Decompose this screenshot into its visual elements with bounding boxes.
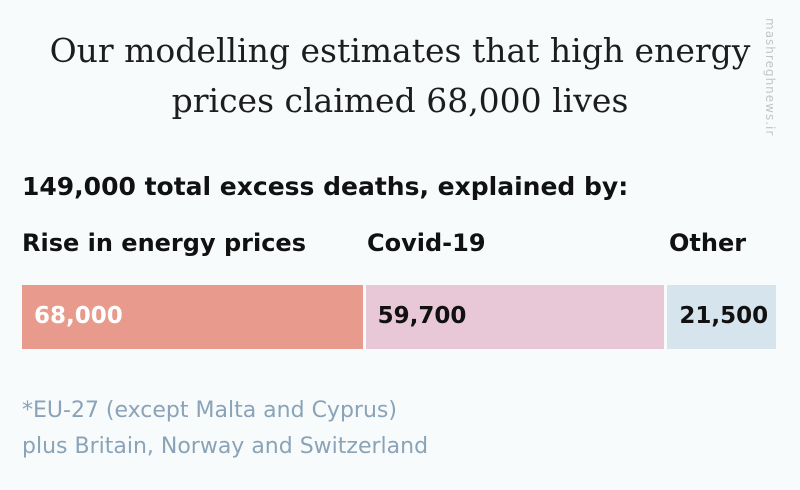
footnote-line-1: *EU-27 (except Malta and Cyprus)	[22, 398, 397, 423]
bar-segment-1: 59,700	[365, 285, 665, 349]
bar-segment-2: 21,500	[667, 285, 776, 349]
chart-title: Our modelling estimates that high energy…	[49, 31, 751, 120]
footnote: *EU-27 (except Malta and Cyprus) plus Br…	[22, 393, 428, 465]
bar-segment-0: 68,000	[22, 285, 363, 349]
footnote-line-2: plus Britain, Norway and Switzerland	[22, 434, 429, 459]
data-label-0: 68,000	[34, 303, 123, 329]
chart-subtitle: 149,000 total excess deaths, explained b…	[22, 172, 629, 201]
data-label-1: 59,700	[377, 303, 467, 329]
stacked-bar: 68,000 59,700 21,500	[22, 285, 776, 349]
watermark: mashreghnews.ir	[763, 18, 777, 137]
category-label-other: Other	[669, 229, 747, 257]
category-label-energy: Rise in energy prices	[22, 229, 306, 257]
category-label-covid: Covid-19	[367, 229, 486, 257]
data-label-2: 21,500	[679, 303, 769, 329]
